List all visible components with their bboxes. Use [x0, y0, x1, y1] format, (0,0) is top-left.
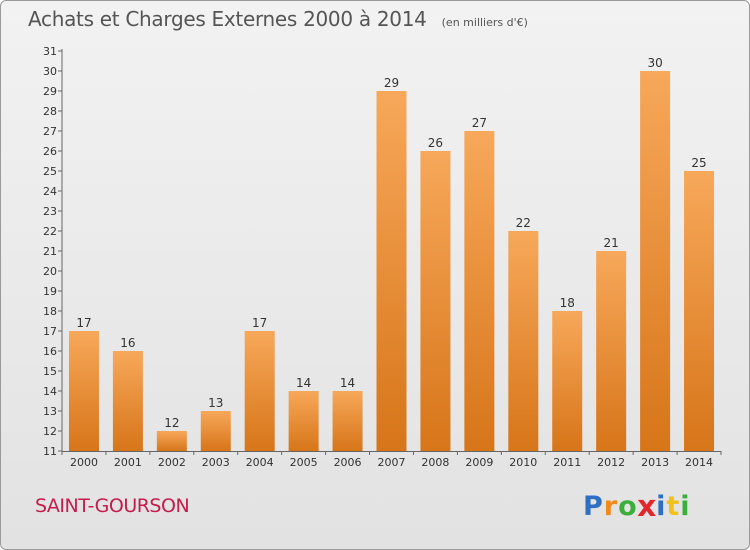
x-tick-label: 2006 — [334, 456, 362, 469]
y-tick-label: 14 — [43, 385, 57, 398]
y-tick-label: 25 — [43, 165, 57, 178]
bar-2004 — [244, 331, 275, 451]
bar-value-label: 21 — [604, 236, 619, 250]
bars-group: 17 16 12 13 17 14 14 29 26 27 22 18 21 30 25 — [68, 56, 715, 451]
y-tick-label: 29 — [43, 85, 57, 98]
x-tick-label: 2012 — [597, 456, 625, 469]
logo-letter: x — [636, 489, 658, 524]
bar-value-label: 12 — [164, 416, 179, 430]
y-tick-label: 12 — [43, 425, 57, 438]
logo-letter: t — [666, 491, 681, 522]
y-tick-label: 23 — [43, 205, 57, 218]
bar-2009 — [464, 131, 495, 451]
bar-value-label: 13 — [208, 396, 223, 410]
y-tick-label: 16 — [43, 345, 57, 358]
y-tick-label: 30 — [43, 65, 57, 78]
bar-value-label: 30 — [647, 56, 662, 70]
bar-2005 — [288, 391, 319, 451]
bar-2010 — [508, 231, 539, 451]
bar-2003 — [200, 411, 231, 451]
y-tick-label: 26 — [43, 145, 57, 158]
x-tick-label: 2003 — [202, 456, 230, 469]
bar-value-label: 17 — [252, 316, 267, 330]
bar-value-label: 14 — [340, 376, 355, 390]
y-tick-label: 17 — [43, 325, 57, 338]
bar-value-label: 26 — [428, 136, 443, 150]
y-tick-label: 24 — [43, 185, 57, 198]
bar-2000 — [68, 331, 99, 451]
y-tick-label: 21 — [43, 245, 57, 258]
bar-value-label: 14 — [296, 376, 311, 390]
x-tick-label: 2004 — [246, 456, 274, 469]
logo-letter: i — [680, 491, 691, 522]
y-tick-label: 18 — [43, 305, 57, 318]
bar-2012 — [596, 251, 627, 451]
chart-subtitle: (en milliers d'€) — [441, 16, 528, 29]
town-name: SAINT-GOURSON — [35, 495, 190, 517]
bar-2001 — [112, 351, 143, 451]
bar-value-label: 29 — [384, 76, 399, 90]
bar-2007 — [376, 91, 407, 451]
proxiti-logo[interactable]: Proxiti — [583, 489, 691, 524]
bar-value-label: 25 — [691, 156, 706, 170]
logo-letter: P — [583, 491, 604, 522]
x-tick-label: 2009 — [465, 456, 493, 469]
x-tick-label: 2008 — [421, 456, 449, 469]
x-tick-label: 2014 — [685, 456, 713, 469]
x-tick-label: 2013 — [641, 456, 669, 469]
bar-value-label: 27 — [472, 116, 487, 130]
bar-2008 — [420, 151, 451, 451]
bar-value-label: 18 — [560, 296, 575, 310]
x-tick-label: 2000 — [70, 456, 98, 469]
y-tick-label: 31 — [43, 45, 57, 58]
x-tick-label: 2005 — [290, 456, 318, 469]
bar-2014 — [684, 171, 715, 451]
bar-2002 — [156, 431, 187, 451]
x-axis: 2000 2001 2002 2003 2004 2005 2006 2007 2008 2009… — [61, 451, 722, 469]
y-axis: 11 12 13 14 15 16 17 18 19 20 21 22 23 24 25 26 27 28 29 30… — [43, 45, 63, 458]
bar-2006 — [332, 391, 363, 451]
x-tick-label: 2001 — [114, 456, 142, 469]
bar-value-label: 17 — [76, 316, 91, 330]
bar-value-label: 22 — [516, 216, 531, 230]
x-tick-label: 2007 — [378, 456, 406, 469]
logo-letter: r — [603, 491, 619, 522]
chart-title: Achats et Charges Externes 2000 à 2014 — [28, 7, 427, 31]
y-tick-label: 27 — [43, 125, 57, 138]
y-tick-label: 19 — [43, 285, 57, 298]
y-tick-label: 28 — [43, 105, 57, 118]
x-tick-label: 2011 — [553, 456, 581, 469]
x-tick-label: 2010 — [509, 456, 537, 469]
y-tick-label: 15 — [43, 365, 57, 378]
logo-letter: i — [656, 491, 667, 522]
y-tick-label: 20 — [43, 265, 57, 278]
bar-2013 — [640, 71, 671, 451]
bar-2011 — [552, 311, 583, 451]
title-row: Achats et Charges Externes 2000 à 2014 (… — [28, 7, 528, 31]
bar-value-label: 16 — [120, 336, 135, 350]
y-tick-label: 22 — [43, 225, 57, 238]
y-tick-label: 13 — [43, 405, 57, 418]
x-tick-label: 2002 — [158, 456, 186, 469]
y-tick-label: 11 — [43, 445, 57, 458]
logo-letter: o — [618, 491, 638, 522]
